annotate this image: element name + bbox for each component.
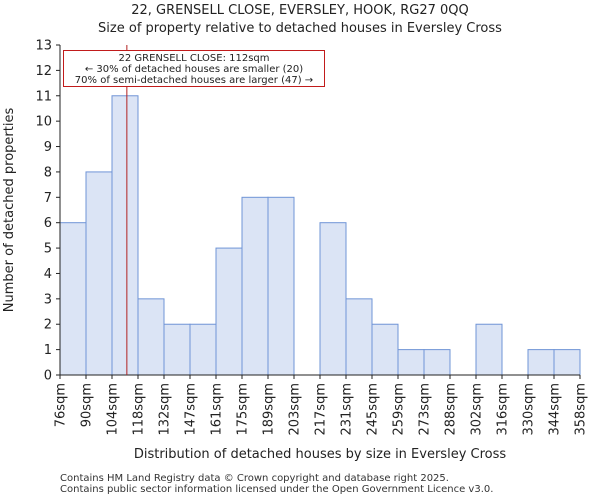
x-tick-label: 259sqm bbox=[392, 383, 407, 436]
y-tick-label: 4 bbox=[44, 267, 52, 282]
chart-title: 22, GRENSELL CLOSE, EVERSLEY, HOOK, RG27… bbox=[131, 3, 469, 18]
footer-line-1: Contains HM Land Registry data © Crown c… bbox=[60, 473, 449, 484]
y-tick-label: 12 bbox=[35, 64, 52, 79]
x-tick-label: 273sqm bbox=[418, 383, 433, 436]
bar bbox=[267, 196, 295, 376]
bar bbox=[215, 247, 243, 376]
annotation-line-2: ← 30% of detached houses are smaller (20… bbox=[84, 64, 304, 75]
bar bbox=[163, 323, 191, 376]
footer-line-2: Contains public sector information licen… bbox=[60, 484, 494, 495]
bar bbox=[85, 171, 113, 376]
bar bbox=[345, 298, 373, 376]
x-tick-label: 302sqm bbox=[470, 383, 485, 436]
chart-subtitle: Size of property relative to detached ho… bbox=[98, 21, 502, 36]
y-tick-label: 5 bbox=[44, 242, 52, 257]
x-tick-label: 217sqm bbox=[314, 383, 329, 436]
y-tick-label: 6 bbox=[44, 216, 52, 231]
bar bbox=[111, 95, 139, 376]
y-tick-label: 1 bbox=[44, 343, 52, 358]
x-tick-label: 358sqm bbox=[574, 383, 589, 436]
x-tick-label: 118sqm bbox=[132, 383, 147, 436]
x-tick-label: 76sqm bbox=[54, 383, 69, 427]
x-tick-label: 245sqm bbox=[366, 383, 381, 436]
x-tick-label: 90sqm bbox=[80, 383, 95, 427]
x-tick-label: 189sqm bbox=[262, 383, 277, 436]
x-tick-label: 344sqm bbox=[548, 383, 563, 436]
bar bbox=[241, 196, 269, 376]
bar bbox=[475, 323, 503, 376]
x-tick-label: 231sqm bbox=[340, 383, 355, 436]
x-tick-label: 316sqm bbox=[496, 383, 511, 436]
annotation-line-1: 22 GRENSELL CLOSE: 112sqm bbox=[118, 53, 270, 64]
bar bbox=[319, 222, 347, 376]
x-tick-label: 147sqm bbox=[184, 383, 199, 436]
y-tick-label: 11 bbox=[35, 89, 52, 104]
bar bbox=[553, 349, 581, 376]
y-tick-label: 10 bbox=[35, 115, 52, 130]
x-tick-label: 104sqm bbox=[106, 383, 121, 436]
x-tick-label: 175sqm bbox=[236, 383, 251, 436]
bar bbox=[137, 298, 165, 376]
x-tick-label: 330sqm bbox=[522, 383, 537, 436]
y-axis-label: Number of detached properties bbox=[2, 108, 17, 313]
bar bbox=[189, 323, 217, 376]
bar bbox=[423, 349, 451, 376]
annotation-box: 22 GRENSELL CLOSE: 112sqm ← 30% of detac… bbox=[63, 50, 325, 87]
y-tick-label: 7 bbox=[44, 191, 52, 206]
x-tick-label: 132sqm bbox=[158, 383, 173, 436]
x-tick-label: 288sqm bbox=[444, 383, 459, 436]
y-tick-label: 8 bbox=[44, 165, 52, 180]
y-tick-label: 13 bbox=[35, 39, 52, 54]
bar bbox=[527, 349, 555, 376]
y-tick-label: 2 bbox=[44, 318, 52, 333]
y-tick-label: 9 bbox=[44, 140, 52, 155]
x-tick-label: 161sqm bbox=[210, 383, 225, 436]
x-tick-label: 203sqm bbox=[288, 383, 303, 436]
bar bbox=[397, 349, 425, 376]
bar bbox=[371, 323, 399, 376]
y-tick-label: 0 bbox=[44, 369, 52, 384]
y-tick-label: 3 bbox=[44, 292, 52, 307]
bar bbox=[59, 222, 87, 376]
x-axis-label: Distribution of detached houses by size … bbox=[134, 447, 507, 462]
annotation-line-3: 70% of semi-detached houses are larger (… bbox=[74, 75, 314, 86]
